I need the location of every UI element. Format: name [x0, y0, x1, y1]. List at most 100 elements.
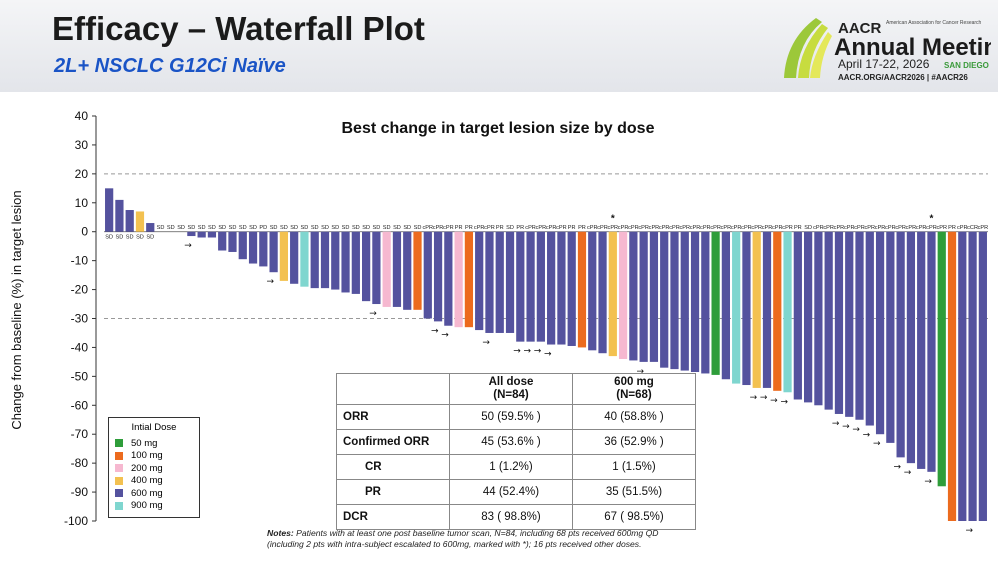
response-label: PR [465, 225, 473, 231]
ongoing-arrow: → [534, 347, 542, 357]
response-label: cPR [731, 225, 742, 231]
bar [413, 231, 422, 310]
response-label: cPR [916, 225, 927, 231]
response-label: cPR [926, 225, 937, 231]
bar [526, 231, 535, 342]
cell-600mg: 36 (52.9% ) [572, 429, 696, 455]
ongoing-arrow: → [513, 347, 521, 357]
ongoing-arrow: → [441, 331, 449, 341]
row-label: ORR [336, 404, 450, 430]
response-label: cPR [525, 225, 536, 231]
y-tick-label: -40 [71, 340, 89, 354]
bar [660, 231, 669, 368]
response-label: cPR [782, 225, 793, 231]
bar [762, 231, 772, 388]
bar [310, 231, 319, 289]
response-label: cPR [885, 225, 896, 231]
response-label: cPR [443, 225, 454, 231]
response-label: SD [157, 225, 165, 231]
ongoing-arrow: → [266, 277, 274, 287]
ongoing-arrow: → [904, 468, 912, 478]
bar [958, 231, 967, 521]
legend-item: 900 mg [109, 500, 199, 513]
bar [423, 231, 432, 319]
response-label: SD [393, 225, 401, 231]
bar [742, 231, 751, 386]
response-label: cPR [597, 225, 608, 231]
response-label: PR [948, 225, 956, 231]
y-tick-label: 30 [75, 138, 89, 152]
response-label: cPR [546, 225, 557, 231]
ongoing-arrow: → [544, 350, 552, 360]
response-label: SD [198, 225, 206, 231]
y-tick-label: 10 [75, 196, 89, 210]
ongoing-arrow: → [842, 422, 850, 432]
response-label: cPR [423, 225, 434, 231]
logo-city: SAN DIEGO [944, 61, 989, 70]
response-label: PR [516, 225, 524, 231]
bar [475, 231, 484, 331]
response-label: SD [383, 225, 391, 231]
response-label: cPR [433, 225, 444, 231]
dose-legend: Intial Dose 50 mg 100 mg 200 mg 400 mg 600 m… [108, 417, 200, 518]
bar [865, 231, 874, 426]
response-label: cPR [536, 225, 547, 231]
bar [752, 231, 761, 388]
footnote-label: Notes: [267, 528, 294, 538]
response-label: cPR [762, 225, 773, 231]
response-label: cPR [834, 225, 845, 231]
logo-org-full: American Association for Cancer Research [886, 20, 982, 26]
bar [937, 231, 946, 487]
response-label: cPR [710, 225, 721, 231]
row-label: DCR [336, 504, 450, 530]
response-label: SD [342, 225, 350, 231]
response-label: SD [249, 225, 257, 231]
legend-item: 50 mg [109, 437, 199, 450]
bar [320, 231, 330, 289]
bar [783, 231, 792, 393]
y-tick-label: -20 [71, 283, 89, 297]
table-row: ORR 50 (59.5% ) 40 (58.8% ) [336, 404, 696, 430]
legend-label: 100 mg [131, 450, 163, 462]
cell-600mg: 40 (58.8% ) [572, 404, 696, 430]
cell-all-dose: 50 (59.5% ) [449, 404, 573, 430]
legend-swatch [115, 451, 123, 460]
response-label: SD [146, 235, 154, 241]
footnote-line-1: Notes: Patients with at least one post b… [267, 528, 658, 539]
response-label: cPR [679, 225, 690, 231]
response-label: SD [403, 225, 411, 231]
response-label: SD [290, 225, 298, 231]
response-label: cPR [865, 225, 876, 231]
aacr-logo: AACR American Association for Cancer Res… [784, 18, 991, 82]
bar [721, 231, 730, 380]
response-label: cPR [895, 225, 906, 231]
bar [618, 231, 628, 359]
bar [875, 231, 885, 435]
y-tick-label: -70 [71, 427, 89, 441]
response-label: cPR [659, 225, 670, 231]
bar [670, 231, 679, 370]
bar [896, 231, 905, 458]
bar [588, 231, 597, 351]
bar [804, 231, 813, 403]
bar [947, 231, 957, 521]
bar [187, 231, 196, 237]
legend-title: Intial Dose [131, 422, 177, 433]
response-label: PR [455, 225, 463, 231]
bar [906, 231, 916, 464]
logo-links: AACR.ORG/AACR2026 | #AACR26 [838, 73, 968, 82]
bar [207, 231, 217, 238]
response-label: PD [259, 225, 267, 231]
legend-label: 400 mg [131, 475, 163, 487]
bar [105, 188, 114, 232]
ongoing-arrow: → [924, 477, 932, 487]
response-label: cPR [484, 225, 495, 231]
bar [218, 231, 227, 251]
bar [701, 231, 710, 374]
y-tick-label: -60 [71, 398, 89, 412]
table-row: CR 1 (1.2%) 1 (1.5%) [336, 454, 696, 480]
bar [444, 231, 453, 326]
bar [793, 231, 802, 400]
response-label: cPR [700, 225, 711, 231]
escalated-marker: * [930, 214, 934, 225]
